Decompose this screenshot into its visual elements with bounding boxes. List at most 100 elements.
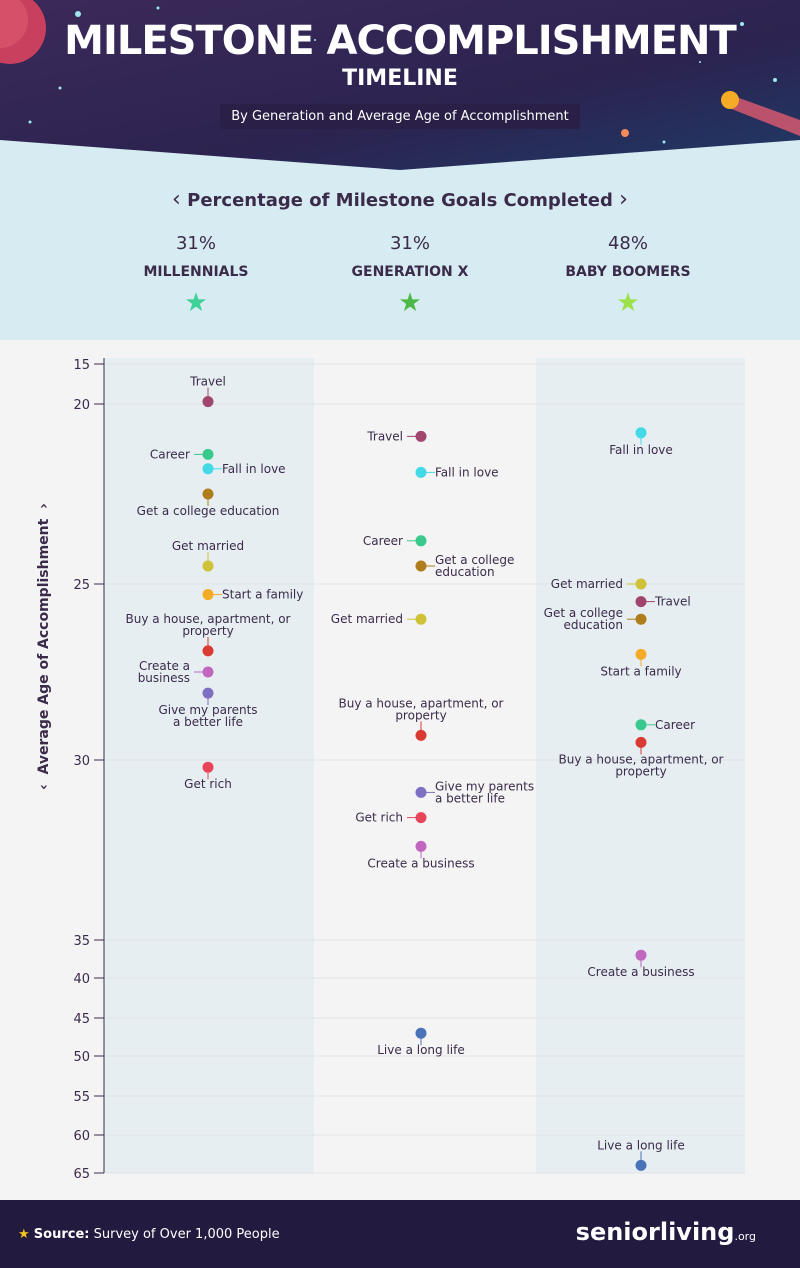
- data-point: [415, 840, 427, 852]
- generation-name: MILLENNIALS: [143, 264, 249, 280]
- page-title-line2: TIMELINE: [342, 66, 458, 91]
- data-label: Buy a house, apartment, or property: [559, 752, 724, 778]
- y-axis-label: ‹ Average Age of Accomplishment ›: [36, 503, 52, 790]
- data-point: [635, 596, 647, 608]
- data-point: [202, 761, 214, 773]
- data-point: [202, 589, 214, 601]
- data-point: [202, 666, 214, 678]
- data-label: Give my parents a better life: [158, 703, 257, 729]
- star-icon: ★: [616, 288, 640, 318]
- data-point: [415, 560, 427, 572]
- brand-logo[interactable]: seniorliving.org: [575, 1218, 756, 1246]
- chevron-left-icon: ‹: [172, 187, 181, 212]
- data-label: Start a family: [600, 664, 681, 678]
- generation-millennials: 31% MILLENNIALS ★: [96, 233, 296, 316]
- data-label: Travel: [654, 595, 691, 609]
- data-point: [415, 786, 427, 798]
- space-background: [0, 0, 800, 170]
- page-subtitle: By Generation and Average Age of Accompl…: [220, 104, 580, 129]
- timeline-chart: 15 20 25 30 35 40 45 50 55 60 65 Travel Career Fall i…: [0, 340, 800, 1200]
- data-label: Buy a house, apartment, or property: [126, 612, 291, 638]
- page-title: MILESTONE ACCOMPLISHMENT: [64, 18, 737, 64]
- y-tick-label: 60: [73, 1129, 90, 1144]
- chevron-right-icon: ›: [36, 503, 52, 509]
- footer: ★ Source: Survey of Over 1,000 People se…: [0, 1200, 800, 1268]
- data-point: [635, 578, 647, 590]
- data-label: Travel: [189, 375, 226, 389]
- data-label: Fall in love: [435, 465, 499, 479]
- chart-svg: 15 20 25 30 35 40 45 50 55 60 65 Travel Career Fall i…: [73, 358, 745, 1182]
- data-point: [202, 560, 214, 572]
- data-point: [202, 645, 214, 657]
- y-tick-label: 25: [73, 578, 90, 593]
- y-tick-label: 40: [73, 972, 90, 987]
- data-point: [635, 427, 647, 439]
- data-label: Get married: [331, 612, 403, 626]
- data-label: Fall in love: [609, 443, 673, 457]
- generation-name: BABY BOOMERS: [565, 264, 691, 280]
- data-label: Start a family: [222, 588, 303, 602]
- generation-percent: 31%: [175, 233, 216, 254]
- y-tick-label: 35: [73, 934, 90, 949]
- data-label: Live a long life: [597, 1138, 684, 1152]
- y-tick-label: 30: [73, 754, 90, 769]
- chevron-right-icon: ›: [619, 187, 628, 212]
- generation-percent: 48%: [607, 233, 648, 254]
- y-tick-label: 15: [73, 358, 90, 373]
- data-label: Get married: [172, 539, 244, 553]
- data-point: [635, 736, 647, 748]
- y-tick-label: 65: [73, 1167, 90, 1182]
- y-tick-label: 45: [73, 1012, 90, 1027]
- star-icon: ★: [18, 1227, 30, 1242]
- data-point: [415, 1027, 427, 1039]
- data-label: Create a business: [138, 659, 190, 685]
- data-point: [635, 613, 647, 625]
- data-point: [202, 488, 214, 500]
- data-label: Travel: [366, 429, 403, 443]
- data-label: Get a college education: [544, 606, 623, 632]
- generation-name: GENERATION X: [351, 264, 469, 280]
- data-point: [415, 466, 427, 478]
- y-tick-label: 50: [73, 1050, 90, 1065]
- data-label: Career: [363, 534, 403, 548]
- data-point: [415, 430, 427, 442]
- generation-genx: 31% GENERATION X ★: [310, 233, 510, 316]
- data-label: Fall in love: [222, 462, 286, 476]
- star-icon: ★: [184, 288, 208, 318]
- data-point: [415, 613, 427, 625]
- data-point: [202, 448, 214, 460]
- data-point: [635, 648, 647, 660]
- generation-boomers: 48% BABY BOOMERS ★: [528, 233, 728, 316]
- data-point: [415, 812, 427, 824]
- data-label: Live a long life: [377, 1043, 464, 1057]
- data-label: Get rich: [355, 811, 403, 825]
- data-label: Get rich: [184, 777, 232, 791]
- data-label: Get married: [551, 577, 623, 591]
- data-label: Get a college education: [137, 504, 280, 518]
- source-note: ★ Source: Survey of Over 1,000 People: [18, 1227, 280, 1242]
- y-tick-label: 20: [73, 398, 90, 413]
- data-label: Buy a house, apartment, or property: [339, 696, 504, 722]
- data-point: [635, 1159, 647, 1171]
- summary-title: ‹ Percentage of Milestone Goals Complete…: [172, 187, 628, 212]
- data-label: Create a business: [367, 856, 474, 870]
- comet-icon: [721, 91, 800, 136]
- header-banner: MILESTONE ACCOMPLISHMENT TIMELINE By Gen…: [0, 0, 800, 170]
- column-band: [536, 358, 745, 1173]
- generation-percent: 31%: [389, 233, 430, 254]
- star-icon: ★: [398, 288, 422, 318]
- data-point: [415, 729, 427, 741]
- data-point: [415, 535, 427, 547]
- data-label: Get a college education: [435, 553, 514, 579]
- chevron-left-icon: ‹: [36, 784, 52, 790]
- data-label: Create a business: [587, 965, 694, 979]
- data-point: [635, 949, 647, 961]
- data-point: [202, 687, 214, 699]
- data-label: Career: [150, 447, 190, 461]
- data-point: [635, 719, 647, 731]
- data-label: Give my parents a better life: [435, 779, 534, 805]
- data-label: Career: [655, 718, 695, 732]
- data-point: [202, 396, 214, 408]
- data-point: [202, 463, 214, 475]
- y-tick-label: 55: [73, 1090, 90, 1105]
